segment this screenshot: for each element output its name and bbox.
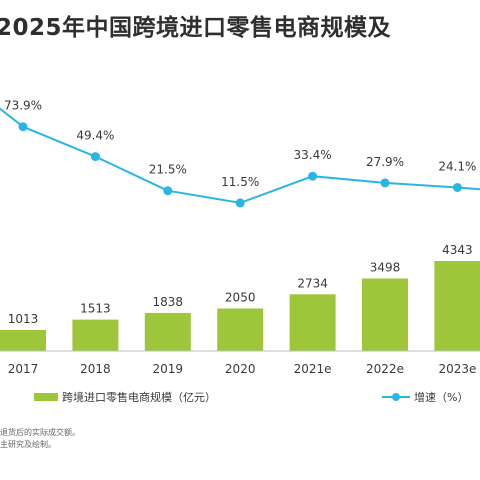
- footnote-1: 退货后的实际成交额。: [0, 428, 80, 437]
- legend-bar-label: 跨境进口零售电商规模（亿元）: [62, 390, 216, 404]
- footnote-2: 主研究及绘制。: [0, 440, 56, 449]
- legend-bar-swatch: [34, 393, 58, 401]
- growth-line-group: [0, 107, 480, 208]
- growth-point-2017: [18, 122, 28, 132]
- growth-label-2019: 21.5%: [149, 163, 187, 177]
- growth-point-2021e: [308, 171, 318, 181]
- bar-value-label-2020: 2050: [225, 291, 256, 305]
- growth-point-2020: [235, 198, 245, 208]
- x-tick-label-2019: 2019: [153, 362, 184, 376]
- growth-label-2021e: 33.4%: [294, 148, 332, 162]
- growth-label-2020: 11.5%: [221, 175, 259, 189]
- growth-label-2017: 73.9%: [4, 99, 42, 113]
- growth-point-2023e: [452, 183, 462, 192]
- bar-2020: [217, 308, 264, 351]
- x-tick-label-2023e: 2023e: [438, 362, 476, 376]
- bar-value-label-2017: 1013: [8, 312, 39, 326]
- bar-2018: [72, 319, 119, 351]
- growth-point-2022e: [380, 178, 390, 188]
- legend-line-label: 增速（%）: [414, 390, 468, 404]
- x-tick-label-2022e: 2022e: [366, 362, 404, 376]
- labels-group: 1013 2017 73.9% 1513 2018 49.4% 1838 2019 21.5% 2…: [4, 99, 477, 376]
- x-tick-label-2018: 2018: [80, 362, 111, 376]
- bar-2023e: [434, 261, 480, 351]
- bar-2021e: [289, 294, 336, 351]
- bar-2019: [144, 312, 191, 351]
- bar-value-label-2018: 1513: [80, 302, 111, 316]
- bar-2022e: [362, 278, 408, 351]
- growth-label-2022e: 27.9%: [366, 155, 404, 169]
- x-tick-label-2021e: 2021e: [294, 362, 332, 376]
- growth-point-2018: [90, 152, 100, 162]
- chart-title: -2025年中国跨境进口零售电商规模及: [0, 15, 392, 41]
- x-tick-label-2017: 2017: [8, 362, 39, 376]
- growth-label-2018: 49.4%: [76, 129, 114, 143]
- bars-group: [0, 261, 480, 351]
- bar-value-label-2022e: 3498: [370, 261, 401, 275]
- legend-line-marker: [392, 393, 400, 401]
- bar-2017: [0, 330, 46, 351]
- growth-label-2023e: 24.1%: [438, 160, 476, 174]
- growth-point-2019: [163, 186, 173, 196]
- bar-value-label-2019: 1838: [153, 295, 184, 309]
- bar-value-label-2023e: 4343: [442, 243, 473, 257]
- x-tick-label-2020: 2020: [225, 362, 256, 376]
- bar-value-label-2021e: 2734: [297, 276, 328, 290]
- legend: 跨境进口零售电商规模（亿元） 增速（%）: [34, 390, 468, 404]
